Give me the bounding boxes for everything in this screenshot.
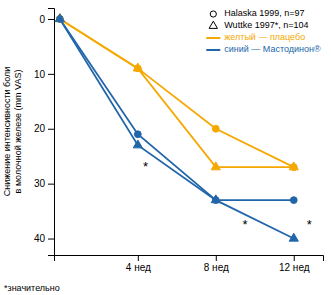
tick-label: 30 — [34, 178, 46, 189]
point — [211, 162, 220, 170]
tick-label: 4 нед — [126, 262, 151, 273]
tick: 30 — [34, 178, 54, 189]
legend-label: синий — Мастодинон® — [224, 44, 321, 54]
legend-item: желтый — плацебо — [206, 32, 305, 42]
tick: 8 нед — [204, 255, 229, 273]
footnote: *значительно — [4, 283, 60, 293]
legend-marker — [210, 11, 216, 17]
tick-mark — [48, 74, 54, 75]
tick-mark — [48, 129, 54, 130]
legend-marker — [209, 21, 217, 28]
chart-svg: 4 нед 8 нед 12 нед 0 10 20 30 40 Снижение интенс… — [0, 0, 331, 295]
tick: 20 — [34, 123, 54, 134]
point — [290, 197, 297, 204]
legend-label: Halaska 1999, n=97 — [224, 8, 304, 18]
tick-mark — [216, 255, 217, 261]
tick-label: 0 — [39, 14, 45, 25]
axis-line — [55, 256, 324, 262]
legend-line — [206, 37, 220, 39]
legend-line — [206, 49, 220, 51]
legend-label: желтый — плацебо — [224, 32, 305, 42]
point — [211, 195, 220, 203]
point — [289, 233, 298, 241]
legend-label: Wuttke 1997*, n=104 — [224, 20, 308, 30]
tick: 0 — [39, 14, 54, 25]
chart: 4 нед 8 нед 12 нед 0 10 20 30 40 Снижение интенс… — [0, 0, 331, 295]
point — [134, 131, 141, 138]
point — [55, 14, 64, 22]
y-axis: 0 10 20 30 40 — [34, 9, 55, 256]
tick-label: 12 нед — [279, 262, 310, 273]
annotation: * — [307, 217, 312, 232]
tick-label: 40 — [34, 233, 46, 244]
legend-item: Wuttke 1997*, n=104 — [209, 20, 308, 30]
tick-label: 8 нед — [204, 262, 229, 273]
tick-mark — [48, 239, 54, 240]
legend-item: синий — Мастодинон® — [206, 44, 321, 54]
tick: 10 — [34, 69, 54, 80]
point — [212, 125, 219, 132]
point — [133, 140, 142, 148]
tick: 40 — [34, 233, 54, 244]
axis-line — [48, 9, 55, 256]
tick-mark — [48, 19, 54, 20]
point — [55, 14, 64, 22]
point — [133, 63, 142, 71]
legend: Halaska 1999, n=97 Wuttke 1997*, n=104 жел… — [206, 8, 321, 54]
y-axis-title: Снижение интенсивности болив молочной же… — [2, 67, 23, 197]
tick-mark — [138, 255, 139, 261]
x-axis: 4 нед 8 нед 12 нед — [55, 255, 324, 273]
tick-label: 20 — [34, 123, 46, 134]
legend-item: Halaska 1999, n=97 — [210, 8, 304, 18]
plot: 4 нед 8 нед 12 нед 0 10 20 30 40 Снижение интенс… — [2, 8, 324, 273]
annotation: * — [242, 217, 247, 232]
tick-mark — [294, 255, 295, 261]
tick: 12 нед — [279, 255, 310, 273]
tick-label: 10 — [34, 69, 46, 80]
tick: 4 нед — [126, 255, 151, 273]
point — [289, 162, 298, 170]
annotation: * — [143, 159, 148, 174]
tick-mark — [48, 184, 54, 185]
